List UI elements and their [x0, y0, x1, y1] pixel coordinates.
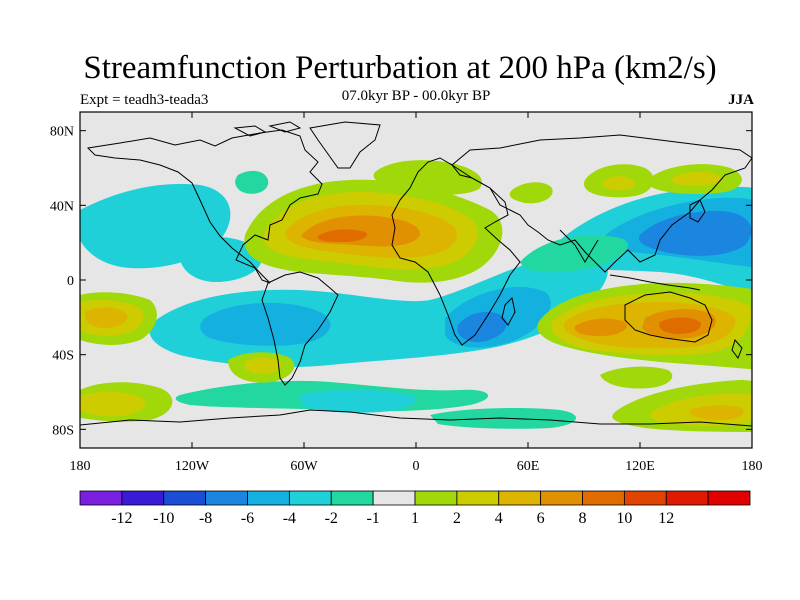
contour-southern-cyan	[300, 389, 416, 413]
x-tick-labels: 180 120W 60W 0 60E 120E 180	[70, 459, 763, 474]
colorbar-box	[205, 490, 248, 506]
colorbar-label: -4	[283, 510, 296, 527]
x-tick-label: 180	[70, 459, 91, 474]
contour-africa-blue-core	[457, 311, 507, 343]
colorbar-label: 2	[453, 510, 461, 527]
experiment-label: Expt = teadh3-teada3	[80, 92, 209, 108]
x-tick-label: 180	[742, 459, 763, 474]
contour-layer	[80, 160, 752, 432]
colorbar-label: -12	[111, 510, 132, 527]
colorbar-label: -6	[241, 510, 254, 527]
y-tick-labels: 80N 40N 0 40S 80S	[50, 125, 74, 439]
contour-siberia-yellow	[602, 176, 636, 191]
colorbar-label: 12	[658, 510, 674, 527]
y-tick-label: 40N	[50, 199, 74, 214]
y-tick-label: 80N	[50, 125, 74, 140]
y-tick-label: 80S	[52, 423, 74, 438]
colorbar-label: 8	[579, 510, 587, 527]
colorbar-label: 6	[537, 510, 545, 527]
y-tick-label: 40S	[52, 349, 74, 364]
colorbar	[79, 490, 751, 506]
colorbar-box	[707, 490, 751, 506]
contour-asia-yellow	[671, 171, 722, 186]
colorbar-label: -2	[325, 510, 338, 527]
colorbar-label: 10	[616, 510, 632, 527]
contour-australia-core	[574, 318, 628, 336]
x-tick-label: 0	[413, 459, 420, 474]
colorbar-box	[121, 490, 165, 506]
contour-spacific-orange	[84, 307, 128, 328]
colorbar-box	[247, 490, 290, 506]
x-tick-label: 120E	[625, 459, 655, 474]
period-label: 07.0kyr BP - 00.0kyr BP	[341, 88, 491, 104]
tick-marks	[79, 112, 753, 448]
contour-sindian-green	[600, 366, 673, 389]
colorbar-box	[372, 490, 416, 506]
contour-australia-core-east-2	[659, 317, 701, 334]
colorbar-label: -8	[199, 510, 212, 527]
colorbar-box	[540, 490, 583, 506]
x-tick-label: 120W	[175, 459, 210, 474]
colorbar-box	[288, 490, 332, 506]
colorbar-box	[456, 490, 500, 506]
season-label: JJA	[728, 92, 754, 108]
x-tick-label: 60E	[517, 459, 540, 474]
colorbar-box	[414, 490, 458, 506]
colorbar-labels: -12 -10 -8 -6 -4 -2 -1 1 2 4 6 8 10 12	[111, 510, 674, 527]
colorbar-label: 4	[495, 510, 503, 527]
contour-south-america-blue	[200, 302, 331, 346]
chart-title: Streamfunction Perturbation at 200 hPa (…	[83, 50, 717, 86]
x-tick-label: 60W	[290, 459, 318, 474]
contour-canada-green	[235, 170, 269, 194]
contour-samerica-yellow	[244, 357, 282, 374]
colorbar-box	[79, 490, 123, 506]
colorbar-box	[665, 490, 709, 506]
colorbar-box	[582, 490, 625, 506]
contour-atlantic-core-2	[317, 229, 368, 242]
colorbar-box	[623, 490, 667, 506]
colorbar-label: 1	[411, 510, 419, 527]
colorbar-box	[163, 490, 207, 506]
contour-tropical-green	[520, 235, 629, 273]
coastlines	[80, 121, 752, 427]
contour-south-polar-east-orange	[689, 405, 744, 420]
colorbar-label: -10	[153, 510, 174, 527]
y-tick-label: 0	[67, 274, 74, 289]
contour-south-polar-west-yellow	[80, 391, 146, 417]
colorbar-box	[330, 490, 374, 506]
contour-nafrica-green	[509, 182, 553, 204]
colorbar-box	[498, 490, 542, 506]
contour-east-asia-core	[638, 210, 752, 256]
colorbar-label: -1	[366, 510, 379, 527]
